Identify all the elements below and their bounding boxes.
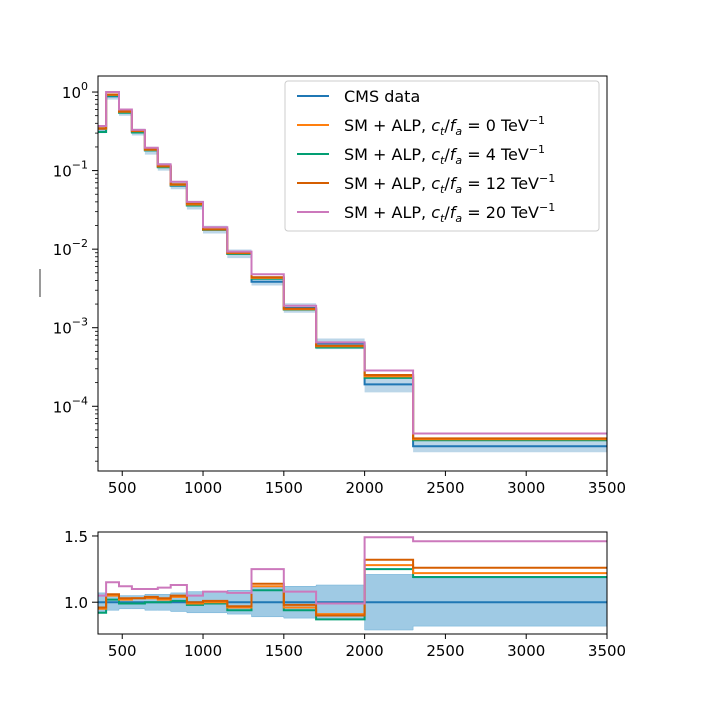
main-y-tick-label: 10−1 xyxy=(53,159,88,181)
legend-entry-0: CMS data xyxy=(297,87,420,106)
main-x-tick-label: 2500 xyxy=(426,479,464,497)
main-x-tick-label: 3500 xyxy=(588,479,626,497)
ratio-y-tick-label: 1.0 xyxy=(64,594,88,612)
ratio-x-tick-label: 1500 xyxy=(265,642,303,660)
ratio-y-ticks: 1.0 1.5 xyxy=(64,528,98,612)
main-plot-frame xyxy=(97,75,608,472)
main-x-tick-label: 2000 xyxy=(346,479,384,497)
legend-label: SM + ALP, ct/fa = 4 TeV−1 xyxy=(344,143,545,167)
main-series-lines xyxy=(98,91,607,448)
main-y-ticks: 100 10−1 10−2 10−3 10−4 xyxy=(53,80,98,462)
legend-label: SM + ALP, ct/fa = 20 TeV−1 xyxy=(344,201,555,225)
ratio-series-1 xyxy=(98,564,607,616)
main-plot: 500 1000 1500 2000 2500 3000 3500 10010−110−21… xyxy=(53,75,626,497)
main-series-3 xyxy=(98,93,607,440)
ratio-series-lines xyxy=(98,536,607,621)
main-x-ticks: 500 1000 1500 2000 2500 3000 3500 xyxy=(108,471,626,497)
ratio-plot: 500 1000 1500 2000 2500 3000 3500 1.0 1.5 xyxy=(64,528,626,660)
ratio-x-tick-label: 2000 xyxy=(346,642,384,660)
legend-entry-4: SM + ALP, ct/fa = 20 TeV−1 xyxy=(297,201,555,225)
ratio-x-ticks: 500 1000 1500 2000 2500 3000 3500 xyxy=(108,634,626,660)
ratio-x-tick-label: 3000 xyxy=(507,642,545,660)
legend-entry-1: SM + ALP, ct/fa = 0 TeV−1 xyxy=(297,114,545,138)
main-series-4 xyxy=(98,91,607,435)
legend-label: SM + ALP, ct/fa = 0 TeV−1 xyxy=(344,114,545,138)
ratio-x-tick-label: 1000 xyxy=(184,642,222,660)
ratio-y-tick-label: 1.5 xyxy=(64,528,88,546)
main-y-tick-label: 10−3 xyxy=(53,316,88,338)
main-x-tick-label: 500 xyxy=(108,479,137,497)
main-x-tick-label: 1500 xyxy=(265,479,303,497)
main-x-tick-label: 1000 xyxy=(184,479,222,497)
ratio-x-tick-label: 500 xyxy=(108,642,137,660)
main-x-tick-label: 3000 xyxy=(507,479,545,497)
ratio-x-tick-label: 2500 xyxy=(426,642,464,660)
ratio-plot-frame xyxy=(97,531,608,635)
legend-entry-3: SM + ALP, ct/fa = 12 TeV−1 xyxy=(297,172,555,196)
legend-entry-2: SM + ALP, ct/fa = 4 TeV−1 xyxy=(297,143,545,167)
main-y-tick-label: 100 xyxy=(62,80,88,102)
ratio-x-tick-label: 3500 xyxy=(588,642,626,660)
main-y-tick-label: 10−2 xyxy=(53,237,88,259)
main-y-tick-label: 10−4 xyxy=(53,394,88,416)
legend-box xyxy=(284,80,600,232)
ratio-series-3 xyxy=(98,558,607,617)
legend: CMS data SM + ALP, ct/fa = 0 TeV−1 SM + AL… xyxy=(284,80,600,232)
ratio-series-4 xyxy=(98,536,607,605)
legend-label: CMS data xyxy=(344,87,420,106)
legend-label: SM + ALP, ct/fa = 12 TeV−1 xyxy=(344,172,555,196)
